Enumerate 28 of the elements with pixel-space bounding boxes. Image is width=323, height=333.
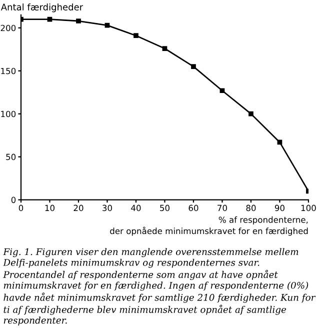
point <box>134 33 138 38</box>
y-tick-label: 200 <box>0 24 16 32</box>
point <box>76 18 81 24</box>
y-tick-label: 0 <box>11 196 16 204</box>
x-tick-label: 30 <box>102 204 112 212</box>
x-tick-label: 100 <box>301 204 316 212</box>
point <box>47 16 52 22</box>
point <box>104 22 110 28</box>
x-tick-label: 10 <box>45 204 54 212</box>
y-tick-label: 50 <box>6 154 16 160</box>
point <box>248 111 254 116</box>
x-tick-label: 80 <box>246 204 256 212</box>
y-axis-title: Antal færdigheder <box>0 3 84 12</box>
point <box>162 46 168 51</box>
x-tick-label: 20 <box>74 204 84 212</box>
caption: Fig. 1. Figuren viser den manglende overensstemmelse mellem Delfi-panelets minimumskrav og respondenternes svar. Procentandel af respondenterne som angav at have opnået minimumskravet for en færdighed. Ingen af respondenterne (0%) havde nået minimumskravet for samtlige 210 færdigheder. Kun for ti af færdighederne blev minimumskravet opnået af samtlige respondenter. <box>3 248 316 326</box>
x-tick-label: 60 <box>188 204 198 212</box>
x-tick-label: 50 <box>160 204 170 212</box>
y-tick-label: 100 <box>1 110 16 118</box>
x-tick-label: 40 <box>131 204 141 212</box>
point <box>277 140 282 145</box>
x-tick-label: 90 <box>274 204 284 212</box>
x-tick-label: 0 <box>18 204 24 212</box>
point <box>220 88 225 94</box>
y-tick-label: 150 <box>1 68 16 74</box>
point <box>191 64 196 69</box>
x-axis-title: % af respondenterne, der opnåede minimumskravet for en færdighed <box>110 216 308 236</box>
x-tick-label: 70 <box>218 204 227 212</box>
